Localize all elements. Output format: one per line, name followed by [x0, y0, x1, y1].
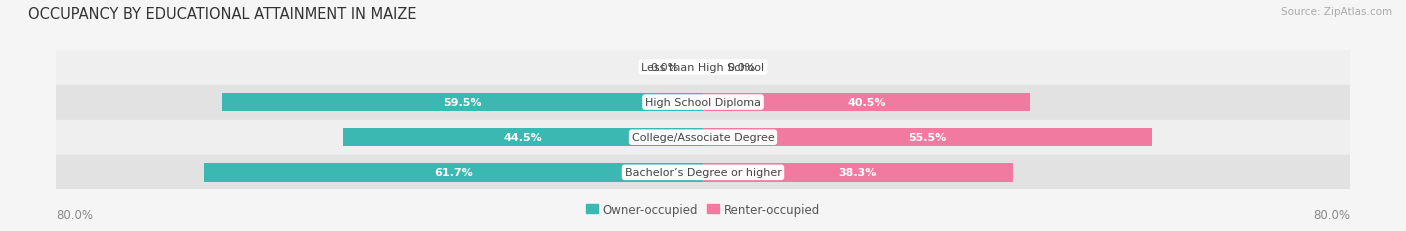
Text: Source: ZipAtlas.com: Source: ZipAtlas.com — [1281, 7, 1392, 17]
Bar — [56, 156, 1350, 189]
Text: 0.0%: 0.0% — [651, 63, 679, 73]
Text: Bachelor’s Degree or higher: Bachelor’s Degree or higher — [624, 168, 782, 178]
Text: 40.5%: 40.5% — [848, 98, 886, 108]
Text: 59.5%: 59.5% — [443, 98, 482, 108]
Text: Less than High School: Less than High School — [641, 63, 765, 73]
Bar — [56, 121, 1350, 154]
Text: OCCUPANCY BY EDUCATIONAL ATTAINMENT IN MAIZE: OCCUPANCY BY EDUCATIONAL ATTAINMENT IN M… — [28, 7, 416, 22]
Text: High School Diploma: High School Diploma — [645, 98, 761, 108]
Bar — [222, 94, 703, 112]
Bar — [703, 164, 1012, 182]
Text: 44.5%: 44.5% — [503, 133, 543, 143]
Bar — [343, 128, 703, 147]
Text: 80.0%: 80.0% — [1313, 208, 1350, 221]
Text: College/Associate Degree: College/Associate Degree — [631, 133, 775, 143]
Legend: Owner-occupied, Renter-occupied: Owner-occupied, Renter-occupied — [586, 203, 820, 216]
Bar — [703, 94, 1031, 112]
Text: 80.0%: 80.0% — [56, 208, 93, 221]
Bar — [56, 86, 1350, 119]
Bar — [56, 51, 1350, 84]
Text: 38.3%: 38.3% — [838, 168, 877, 178]
Text: 61.7%: 61.7% — [434, 168, 472, 178]
Bar — [703, 128, 1152, 147]
Bar — [204, 164, 703, 182]
Text: 55.5%: 55.5% — [908, 133, 946, 143]
Text: 0.0%: 0.0% — [727, 63, 755, 73]
